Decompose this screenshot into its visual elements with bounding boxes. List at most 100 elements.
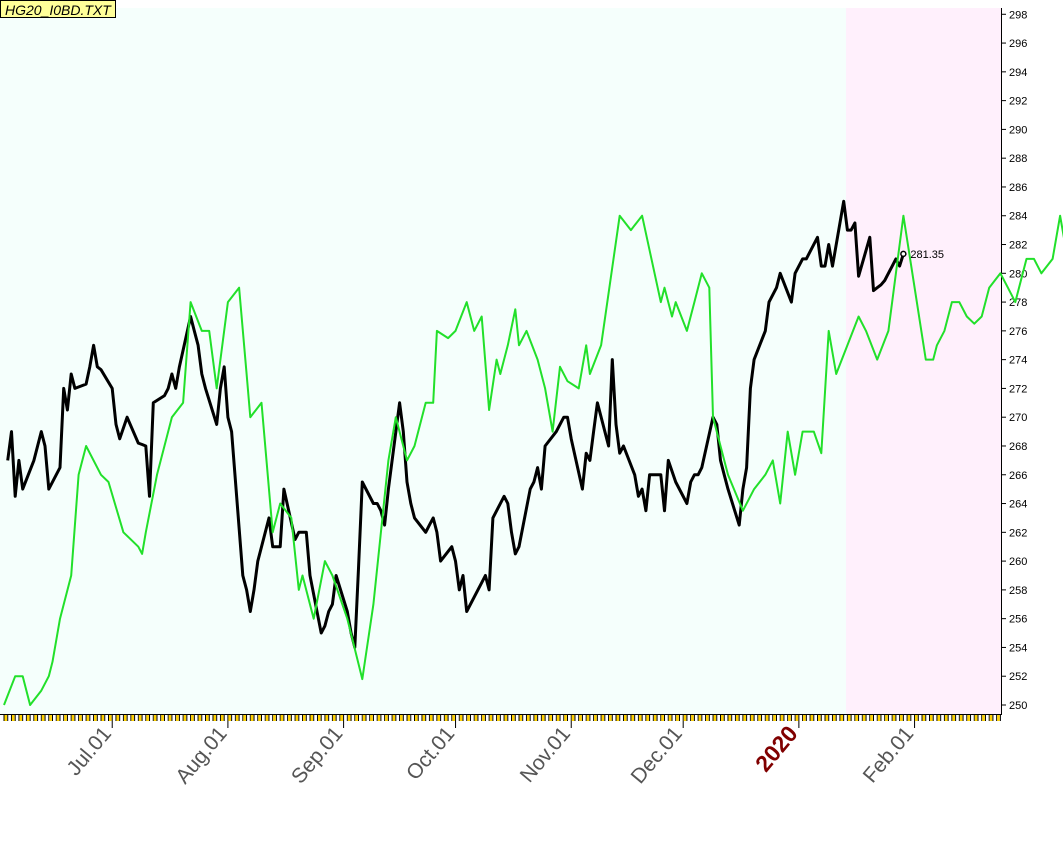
x-tick-marker [4,715,8,721]
x-tick-marker [825,715,829,721]
x-tick-marker [49,715,52,721]
x-tick-marker [228,715,232,721]
x-tick-marker [41,715,45,721]
x-tick-marker [414,715,418,721]
x-tick-marker [191,715,194,721]
x-tick-marker [974,715,978,721]
x-tick-marker [482,715,485,721]
x-tick-marker [370,715,373,721]
x-tick-marker [997,715,1000,721]
x-tick-marker [735,715,739,721]
x-tick-marker [206,715,209,721]
x-tick-marker [601,715,605,721]
y-tick-label: 270 [1009,412,1027,424]
x-month-label: Feb.01 [859,722,919,787]
x-tick-marker [86,715,90,721]
x-tick-marker [497,715,500,721]
x-tick-marker [161,715,164,721]
y-tick-label: 296 [1009,38,1027,50]
x-tick-marker [721,715,724,721]
x-tick-marker [937,715,941,721]
y-tick-label: 264 [1009,499,1027,511]
x-tick-marker [870,715,873,721]
x-tick-marker [198,715,202,721]
x-tick-marker [116,715,120,721]
x-tick-marker [79,715,82,721]
x-tick-marker [422,715,426,721]
x-tick-marker [728,715,732,721]
x-tick-marker [429,715,433,721]
y-tick-label: 258 [1009,585,1027,597]
x-tick-marker [713,715,717,721]
x-tick-marker [385,715,388,721]
x-tick-marker [273,715,276,721]
x-tick-marker [967,715,970,721]
chart-title: HG20_I0BD.TXT [0,0,116,18]
x-tick-marker [944,715,948,721]
x-tick-marker [668,715,672,721]
y-axis: 250 252 254 256 258 260 262 264 266 268 270 272 274 2… [1001,8,1027,715]
x-tick-marker [295,715,299,721]
x-tick-marker [847,715,851,721]
x-tick-marker [71,715,75,721]
last-value-dot [900,250,907,258]
y-tick-label: 276 [1009,326,1027,338]
x-tick-marker [803,715,806,721]
x-tick-marker [407,715,411,721]
x-tick-marker [915,715,918,721]
x-tick-marker [661,715,664,721]
y-tick-label: 290 [1009,124,1027,136]
x-tick-marker [683,715,687,721]
x-tick-marker [989,715,993,721]
x-tick-marker [892,715,896,721]
x-tick-marker [773,715,776,721]
x-tick-marker [698,715,702,721]
x-tick-marker [795,715,799,721]
x-tick-marker [317,715,321,721]
y-tick-label: 294 [1009,67,1027,79]
x-tick-marker [332,715,336,721]
x-tick-marker [623,715,627,721]
y-tick-label: 286 [1009,182,1027,194]
y-tick-label: 298 [1009,9,1027,21]
x-tick-marker [444,715,448,721]
x-tick-marker [340,715,343,721]
x-tick-marker [765,715,769,721]
x-tick-marker [108,715,112,721]
x-tick-marker [609,715,612,721]
x-tick-marker [780,715,784,721]
y-tick-label: 256 [1009,614,1027,626]
x-month-label: Oct.01 [402,722,459,784]
x-tick-marker [392,715,396,721]
last-value-marker: 281.35 [900,249,944,261]
x-tick-marker [743,715,746,721]
x-tick-marker [586,715,590,721]
x-tick-marker [952,715,955,721]
x-tick-marker [94,715,97,721]
x-tick-marker [437,715,440,721]
y-tick-label: 266 [1009,470,1027,482]
x-tick-marker [220,715,224,721]
x-tick-marker [526,715,530,721]
x-tick-marker [900,715,903,721]
x-tick-marker [377,715,381,721]
x-tick-marker [788,715,791,721]
x-tick-marker [467,715,470,721]
x-tick-marker [579,715,582,721]
x-tick-marker [146,715,149,721]
x-tick-marker [11,715,15,721]
x-tick-marker [855,715,858,721]
y-tick-label: 254 [1009,642,1027,654]
x-tick-marker [56,715,60,721]
x-tick-marker [64,715,67,721]
x-tick-marker [101,715,105,721]
x-tick-marker [571,715,575,721]
x-tick-marker [34,715,37,721]
x-tick-marker [706,715,709,721]
x-tick-marker [594,715,597,721]
x-tick-marker [631,715,635,721]
x-tick-marker [504,715,508,721]
x-tick-marker [176,715,179,721]
series-lines [3,199,1063,706]
